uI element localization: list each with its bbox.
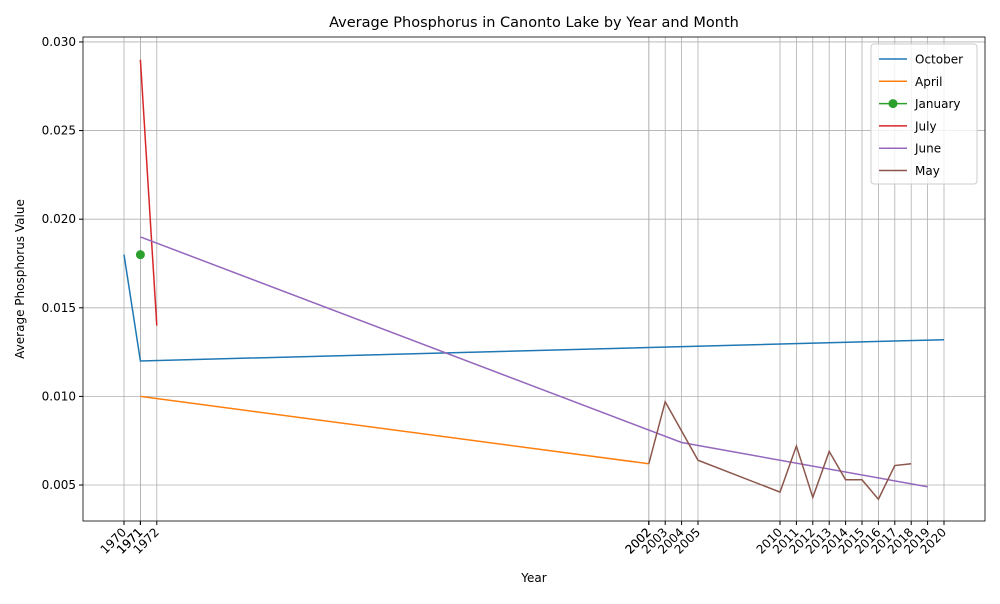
point [135, 250, 145, 260]
y-axis-label: Average Phosphorus Value [13, 199, 27, 359]
y-tick-label: 0.020 [42, 212, 76, 226]
y-tick-label: 0.030 [42, 35, 76, 49]
legend-label: July [914, 119, 937, 133]
legend-box [870, 43, 978, 185]
line [140, 395, 649, 465]
legend-label: May [915, 164, 940, 178]
y-tick-label: 0.015 [42, 301, 76, 315]
legend-label: October [915, 53, 963, 67]
line [648, 399, 912, 501]
legend-label: April [915, 75, 942, 89]
line [139, 59, 158, 326]
line [140, 236, 928, 488]
y-tick-label: 0.005 [42, 478, 76, 492]
legend: October April January July June May [870, 43, 978, 185]
legend-label: January [914, 97, 961, 111]
legend-label: June [914, 142, 941, 156]
legend-marker [888, 99, 898, 109]
chart-title: Average Phosphorus in Canonto Lake by Ye… [329, 15, 739, 31]
x-axis-label: Year [520, 571, 546, 585]
line [123, 254, 945, 362]
y-tick-label: 0.010 [42, 389, 76, 403]
plot-frame [82, 36, 986, 522]
y-tick-label: 0.025 [42, 124, 76, 138]
